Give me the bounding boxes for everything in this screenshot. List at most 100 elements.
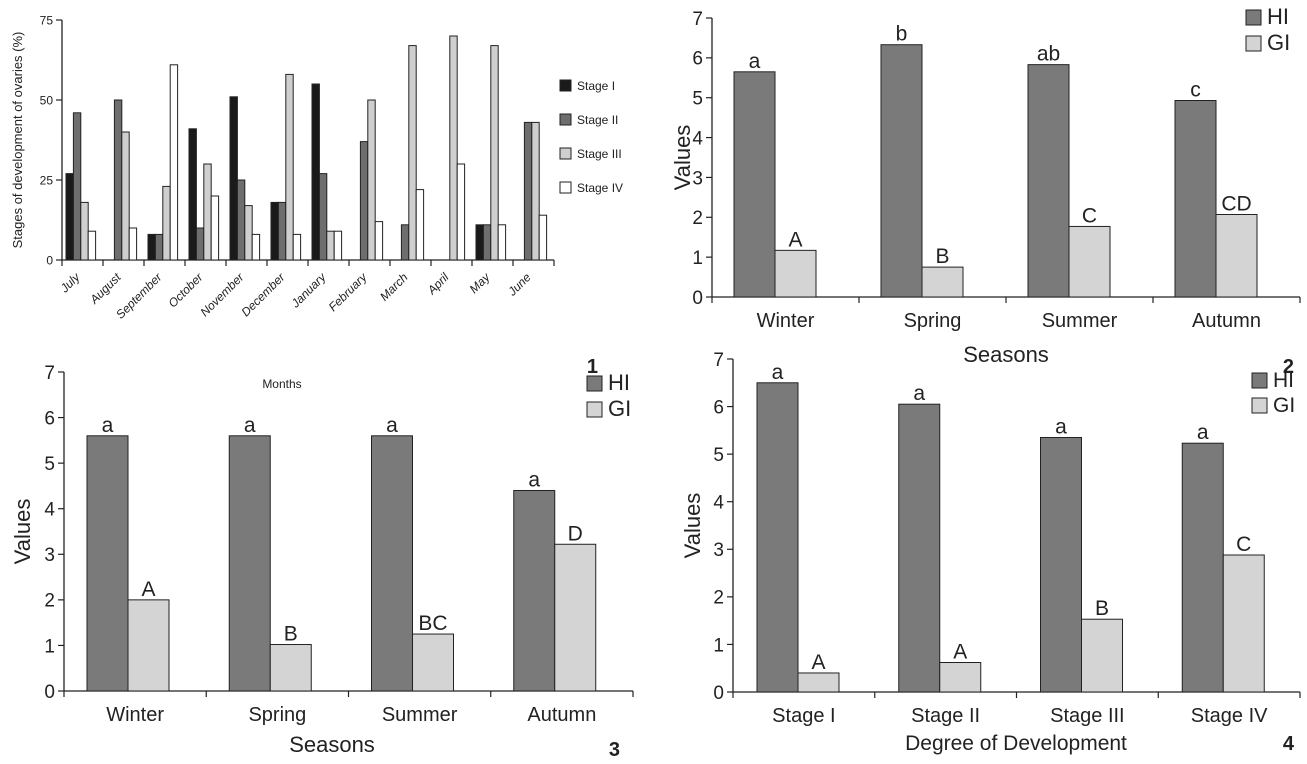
bar-hi	[371, 435, 413, 692]
bar-stage-ii	[277, 201, 287, 261]
y-tick-label: 2	[44, 591, 55, 612]
y-tick-label: 5	[44, 454, 55, 475]
category-label: January	[288, 270, 330, 312]
data-label: b	[896, 23, 908, 46]
bar-stage-ii	[318, 173, 328, 261]
data-label: a	[244, 414, 256, 437]
legend-label: Stage III	[577, 147, 622, 161]
bar-stage-iii	[531, 121, 540, 261]
bar-stage-i	[311, 83, 320, 261]
category-label: March	[377, 270, 411, 304]
y-tick-label: 25	[40, 173, 54, 187]
bar-gi	[774, 249, 817, 298]
y-tick-label: 6	[692, 49, 703, 70]
bar-gi	[412, 633, 454, 692]
panel-number: 3	[609, 739, 620, 759]
bar-stage-i	[229, 96, 238, 261]
bar-gi	[797, 672, 840, 693]
bar-hi	[756, 382, 799, 693]
x-axis-title: Degree of Development	[905, 732, 1127, 755]
data-label: a	[913, 382, 925, 405]
bar-gi	[921, 266, 964, 298]
bar-hi	[1181, 442, 1224, 693]
legend-label: GI	[608, 396, 631, 421]
y-tick-label: 3	[713, 540, 724, 561]
bar-hi	[733, 71, 776, 298]
y-axis-title: Values	[670, 125, 695, 191]
y-tick-label: 75	[40, 13, 54, 27]
bar-hi	[1027, 64, 1070, 298]
category-label: April	[424, 270, 452, 298]
chart-panel-4: 0 1 2 3 4 5 6 7 a A Stage I a A Stage II a B Stage III a C…	[680, 350, 1301, 755]
bar-hi	[1040, 436, 1082, 693]
bar-gi	[269, 644, 312, 692]
legend-swatch	[1245, 9, 1262, 26]
bar-stage-iv	[128, 227, 138, 261]
data-label: a	[386, 414, 398, 437]
data-label: a	[102, 414, 114, 437]
bar-stage-ii	[523, 121, 533, 261]
bar-stage-iv	[251, 233, 261, 261]
category-label: December	[239, 270, 289, 320]
y-tick-label: 0	[44, 682, 55, 703]
bar-gi	[1222, 554, 1265, 693]
y-tick-label: 0	[46, 253, 53, 267]
bar-stage-iv	[333, 230, 343, 261]
category-label: Winter	[106, 704, 164, 726]
legend-label: HI	[1267, 4, 1289, 29]
legend-swatch	[1251, 397, 1268, 414]
y-tick-label: 1	[713, 635, 724, 656]
data-label: a	[1055, 415, 1067, 438]
category-label: June	[505, 270, 534, 299]
data-label: A	[141, 578, 155, 601]
y-tick-label: 1	[692, 248, 703, 269]
bar-stage-i	[270, 201, 279, 261]
category-label: August	[87, 270, 124, 307]
bar-stage-iv	[497, 224, 507, 261]
category-label: Stage III	[1050, 705, 1125, 727]
bar-stage-ii	[482, 224, 492, 261]
y-tick-label: 3	[44, 545, 55, 566]
data-label: a	[772, 361, 784, 384]
category-label: Autumn	[1192, 310, 1261, 332]
bar-stage-iv	[210, 195, 220, 261]
bar-hi	[898, 403, 941, 693]
y-tick-label: 2	[713, 588, 724, 609]
bar-stage-iii	[408, 45, 417, 261]
bar-hi	[86, 435, 129, 692]
y-axis-title: Values	[680, 493, 705, 559]
bar-stage-iii	[244, 205, 253, 261]
bar-gi	[127, 599, 170, 692]
bar-stage-ii	[236, 179, 246, 261]
legend-swatch	[1251, 372, 1268, 389]
data-label: B	[1095, 597, 1109, 620]
category-label: Autumn	[527, 704, 596, 726]
y-tick-label: 6	[44, 408, 55, 429]
bar-stage-ii	[400, 224, 410, 261]
legend-swatch	[559, 113, 572, 126]
bar-gi	[1215, 213, 1258, 298]
bar-stage-ii	[154, 233, 164, 261]
bar-stage-i	[147, 233, 156, 261]
y-tick-label: 7	[713, 350, 724, 371]
bar-stage-iv	[415, 189, 425, 261]
y-tick-label: 2	[692, 208, 703, 229]
category-label: May	[467, 270, 494, 297]
bar-stage-i	[65, 173, 74, 261]
x-axis-title: Months	[262, 377, 301, 391]
category-label: September	[113, 270, 165, 322]
bar-stage-iv	[374, 221, 384, 261]
bar-gi	[1081, 618, 1123, 693]
y-tick-label: 50	[40, 93, 54, 107]
category-label: Stage I	[772, 705, 835, 727]
chart-panel-3: 0 1 2 3 4 5 6 7 a A Winter a B Spring a BC Summer a D Autum…	[10, 363, 634, 761]
data-label: B	[284, 623, 298, 646]
legend-swatch	[559, 79, 572, 92]
panel-number: 1	[587, 356, 598, 378]
y-tick-label: 0	[713, 683, 724, 704]
data-label: a	[528, 468, 540, 491]
legend-swatch	[586, 375, 603, 392]
x-axis-title: Seasons	[289, 732, 375, 757]
category-label: Spring	[248, 704, 306, 726]
